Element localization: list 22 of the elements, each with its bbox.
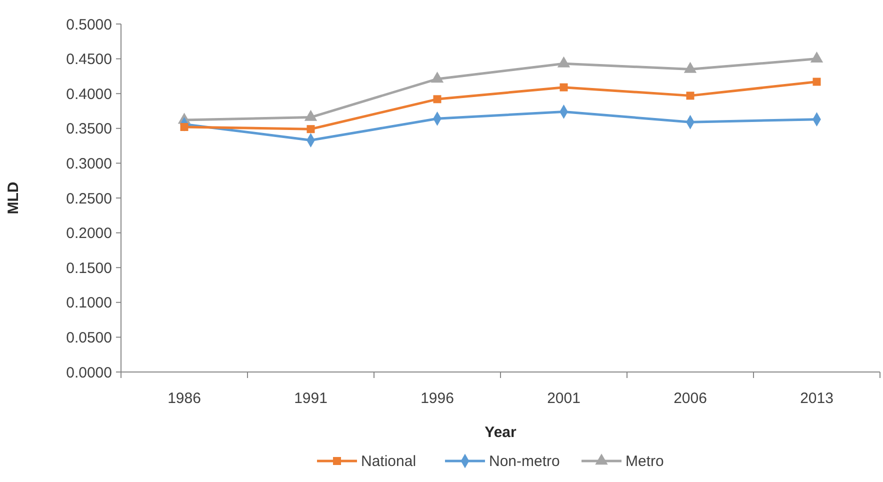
legend-label: Non-metro — [489, 453, 560, 470]
x-tick-label: 1996 — [420, 390, 454, 407]
y-tick-label: 0.4000 — [66, 86, 112, 103]
legend-label: National — [361, 453, 416, 470]
y-axis-title: MLD — [5, 182, 22, 214]
y-tick-label: 0.3500 — [66, 120, 112, 138]
x-tick-label: 1986 — [168, 390, 201, 407]
y-tick-label: 0.1000 — [66, 294, 112, 312]
y-tick-label: 0.0000 — [66, 364, 112, 382]
y-tick-label: 0.3000 — [66, 155, 112, 172]
x-tick-label: 2001 — [547, 390, 580, 407]
y-tick-label: 0.1500 — [66, 260, 112, 277]
x-tick-label: 2013 — [800, 390, 834, 407]
y-tick-label: 0.2000 — [66, 225, 112, 242]
y-tick-label: 0.0500 — [66, 329, 112, 346]
y-tick-label: 0.4500 — [66, 51, 112, 68]
legend-label: Metro — [626, 453, 664, 470]
y-tick-label: 0.5000 — [66, 16, 112, 34]
y-tick-label: 0.2500 — [66, 190, 112, 208]
x-axis-title: Year — [484, 424, 517, 441]
x-tick-label: 1991 — [294, 390, 328, 407]
x-tick-label: 2006 — [674, 390, 707, 407]
